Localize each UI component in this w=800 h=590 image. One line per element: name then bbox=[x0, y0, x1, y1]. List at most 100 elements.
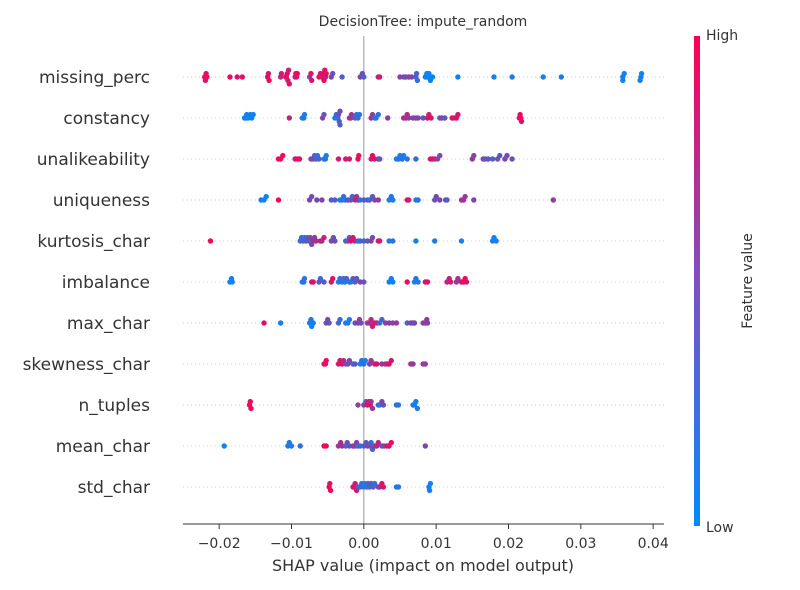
shap-point bbox=[301, 111, 308, 118]
shap-point bbox=[375, 111, 381, 118]
shap-point bbox=[356, 111, 363, 118]
shap-point bbox=[314, 197, 320, 203]
feature-label: mean_char bbox=[56, 437, 150, 457]
shap-point bbox=[518, 118, 525, 125]
shap-point bbox=[379, 316, 385, 323]
shap-point bbox=[285, 67, 292, 73]
shap-point bbox=[380, 484, 387, 490]
shap-point bbox=[207, 238, 214, 244]
shap-point bbox=[463, 279, 470, 285]
feature-label: imbalance bbox=[62, 273, 150, 293]
shap-point bbox=[261, 320, 267, 326]
shap-point bbox=[377, 156, 383, 162]
shap-point bbox=[317, 275, 324, 282]
x-tick-label: 0.00 bbox=[348, 536, 379, 552]
shap-point bbox=[413, 238, 419, 244]
shap-point bbox=[286, 115, 292, 121]
x-tick-label: 0.03 bbox=[565, 536, 596, 552]
shap-point bbox=[229, 279, 235, 285]
x-tick-label: 0.01 bbox=[421, 536, 452, 552]
shap-point bbox=[390, 197, 396, 203]
shap-point bbox=[309, 77, 315, 84]
shap-point bbox=[455, 74, 461, 80]
shap-point bbox=[493, 238, 499, 244]
feature-labels: missing_perc constancy unalikeability uniqu… bbox=[23, 68, 151, 498]
shap-point bbox=[414, 405, 421, 412]
shap-point bbox=[327, 487, 334, 494]
shap-point bbox=[509, 74, 515, 80]
shap-point bbox=[358, 320, 364, 326]
feature-label: unalikeability bbox=[37, 150, 150, 170]
shap-point bbox=[286, 81, 292, 87]
shap-point bbox=[321, 111, 327, 118]
shap-point bbox=[346, 316, 353, 323]
shap-point bbox=[620, 77, 626, 84]
shap-point bbox=[432, 238, 438, 244]
colorbar-title: Feature value bbox=[740, 233, 756, 329]
shap-point bbox=[348, 111, 355, 118]
shap-point bbox=[422, 361, 428, 367]
shap-point bbox=[413, 70, 420, 77]
shap-point bbox=[364, 238, 371, 244]
shap-point bbox=[278, 70, 285, 77]
shap-point bbox=[330, 275, 336, 282]
shap-point bbox=[335, 156, 342, 162]
shap-point bbox=[361, 74, 367, 80]
shap-point bbox=[323, 357, 329, 364]
shap-point bbox=[309, 193, 315, 200]
x-axis-label: SHAP value (impact on model output) bbox=[272, 556, 574, 575]
shap-point bbox=[339, 74, 345, 80]
shap-point bbox=[517, 111, 523, 118]
feature-label: n_tuples bbox=[78, 396, 150, 416]
shap-point bbox=[388, 357, 394, 364]
feature-label: max_char bbox=[67, 314, 150, 334]
shap-point bbox=[368, 398, 374, 405]
shap-point bbox=[327, 480, 333, 487]
shap-point bbox=[509, 156, 515, 162]
data-points bbox=[202, 67, 645, 494]
chart-title: DecisionTree: impute_random bbox=[319, 14, 528, 30]
shap-point bbox=[297, 443, 303, 449]
shap-point bbox=[337, 122, 343, 128]
shap-point bbox=[408, 74, 415, 80]
shap-point bbox=[406, 115, 412, 121]
shap-point bbox=[471, 197, 477, 203]
x-tick-label: −0.01 bbox=[270, 536, 313, 552]
shap-point bbox=[393, 320, 400, 326]
shap-point bbox=[362, 357, 368, 364]
shap-point bbox=[377, 238, 383, 244]
shap-point bbox=[422, 443, 428, 449]
shap-point bbox=[504, 152, 510, 159]
shap-point bbox=[296, 156, 303, 162]
colorbar-high-label: High bbox=[706, 28, 738, 44]
shap-point bbox=[265, 70, 272, 77]
shap-point bbox=[323, 70, 329, 77]
shap-point bbox=[433, 193, 439, 200]
shap-point bbox=[489, 156, 496, 162]
x-tick-label: 0.02 bbox=[493, 536, 524, 552]
shap-point bbox=[319, 197, 325, 203]
shap-point bbox=[221, 443, 227, 449]
shap-point bbox=[248, 405, 254, 412]
shap-point bbox=[415, 197, 421, 203]
shap-point bbox=[491, 74, 497, 80]
shap-point bbox=[301, 275, 308, 282]
shap-point bbox=[234, 74, 240, 80]
shap-point bbox=[368, 357, 374, 364]
shap-point bbox=[263, 193, 269, 200]
shap-point bbox=[346, 357, 353, 364]
shap-point bbox=[313, 238, 319, 244]
shap-point bbox=[395, 484, 402, 490]
shap-point bbox=[390, 238, 396, 244]
shap-point bbox=[368, 316, 374, 323]
shap-point bbox=[310, 320, 316, 326]
shap-point bbox=[355, 402, 361, 408]
shap-point bbox=[411, 320, 418, 326]
shap-point bbox=[413, 398, 419, 405]
shap-point bbox=[404, 279, 410, 285]
shap-point bbox=[310, 279, 316, 285]
shap-point bbox=[395, 402, 402, 408]
shap-point bbox=[337, 108, 343, 114]
shap-point bbox=[424, 279, 431, 285]
